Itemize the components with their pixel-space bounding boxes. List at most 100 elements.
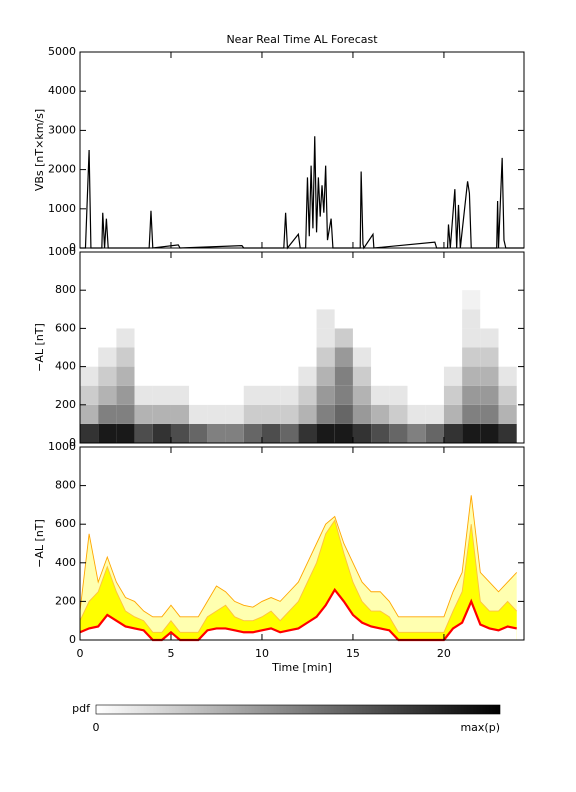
pdf-cell — [425, 347, 444, 367]
pdf-cell — [407, 290, 426, 310]
pdf-cell — [407, 309, 426, 329]
pdf-cell — [225, 328, 244, 348]
pdf-cell — [134, 366, 153, 386]
pdf-cell — [243, 404, 262, 424]
pdf-cell — [207, 290, 226, 310]
pdf-cell — [207, 366, 226, 386]
pdf-cell — [443, 385, 463, 405]
x-axis-label: Time [min] — [271, 661, 332, 674]
pdf-cell — [371, 423, 390, 443]
pdf-cell — [261, 366, 281, 386]
pdf-cell — [243, 423, 262, 443]
pdf-cell — [134, 290, 153, 310]
pdf-cell — [407, 366, 426, 386]
pdf-cell — [334, 366, 353, 386]
pdf-cell — [170, 290, 190, 310]
pdf-cell — [371, 366, 390, 386]
pdf-cell — [98, 290, 117, 310]
colorbar — [95, 704, 501, 715]
pdf-cell — [134, 328, 153, 348]
pdf-cell — [480, 328, 499, 348]
pdf-cell — [389, 404, 408, 424]
pdf-cell — [116, 347, 135, 367]
pdf-cell — [116, 328, 135, 348]
x-tick-label: 15 — [346, 647, 360, 660]
pdf-cell — [98, 347, 117, 367]
pdf-cell — [152, 290, 171, 310]
pdf-cell — [152, 385, 171, 405]
pdf-cell — [243, 385, 262, 405]
pdf-cell — [152, 328, 171, 348]
y-tick-label: 800 — [55, 479, 76, 492]
pdf-cell — [498, 423, 517, 443]
pdf-cell — [352, 309, 372, 329]
pdf-cell — [225, 404, 244, 424]
pdf-cell — [152, 423, 171, 443]
pdf-cell — [170, 347, 190, 367]
pdf-cell — [462, 290, 481, 310]
pdf-cell — [334, 347, 353, 367]
pdf-cell — [480, 366, 499, 386]
pdf-cell — [389, 366, 408, 386]
pdf-cell — [498, 404, 517, 424]
y-axis-label: −AL [nT] — [33, 323, 46, 372]
pdf-cell — [298, 423, 317, 443]
pdf-cell — [134, 309, 153, 329]
pdf-cell — [334, 423, 353, 443]
pdf-cell — [389, 328, 408, 348]
pdf-cell — [371, 404, 390, 424]
x-tick-label: 20 — [437, 647, 451, 660]
pdf-cell — [243, 309, 262, 329]
pdf-cell — [407, 423, 426, 443]
pdf-cell — [261, 347, 281, 367]
pdf-cell — [152, 366, 171, 386]
pdf-cell — [225, 423, 244, 443]
pdf-cell — [280, 328, 299, 348]
pdf-cell — [80, 404, 99, 424]
colorbar-label: pdf — [72, 702, 91, 715]
pdf-cell — [207, 328, 226, 348]
pdf-cell — [189, 328, 208, 348]
pdf-cell — [280, 347, 299, 367]
pdf-cell — [116, 423, 135, 443]
band-line — [79, 519, 518, 633]
colorbar-max-label: max(p) — [460, 721, 500, 734]
pdf-cell — [134, 423, 153, 443]
y-tick-label: 400 — [55, 556, 76, 569]
pdf-cell — [462, 423, 481, 443]
pdf-cell — [316, 385, 335, 405]
pdf-cell — [298, 366, 317, 386]
pdf-cell — [371, 309, 390, 329]
y-tick-label: 600 — [55, 321, 76, 334]
pdf-cell — [280, 290, 299, 310]
pdf-cell — [425, 385, 444, 405]
pdf-cell — [189, 290, 208, 310]
pdf-cell — [298, 347, 317, 367]
pdf-cell — [243, 347, 262, 367]
pdf-cell — [207, 385, 226, 405]
pdf-cell — [334, 290, 353, 310]
pdf-cell — [498, 328, 517, 348]
pdf-cell — [170, 328, 190, 348]
pdf-cell — [80, 290, 99, 310]
pdf-cell — [389, 423, 408, 443]
y-tick-label: 0 — [69, 241, 76, 254]
y-tick-label: 1000 — [48, 202, 76, 215]
pdf-cell — [243, 328, 262, 348]
pdf-cell — [189, 309, 208, 329]
pdf-cell — [352, 290, 372, 310]
pdf-cell — [225, 366, 244, 386]
colorbar-min-label: 0 — [93, 721, 100, 734]
pdf-cell — [316, 347, 335, 367]
y-axis-label: VBs [nT×km/s] — [33, 109, 46, 191]
y-tick-label: 1000 — [48, 440, 76, 453]
pdf-cell — [389, 290, 408, 310]
pdf-cell — [189, 404, 208, 424]
pdf-cell — [80, 385, 99, 405]
pdf-cell — [243, 366, 262, 386]
y-tick-label: 1000 — [48, 245, 76, 258]
pdf-cell — [407, 385, 426, 405]
pdf-cell — [298, 309, 317, 329]
pdf-cell — [189, 385, 208, 405]
